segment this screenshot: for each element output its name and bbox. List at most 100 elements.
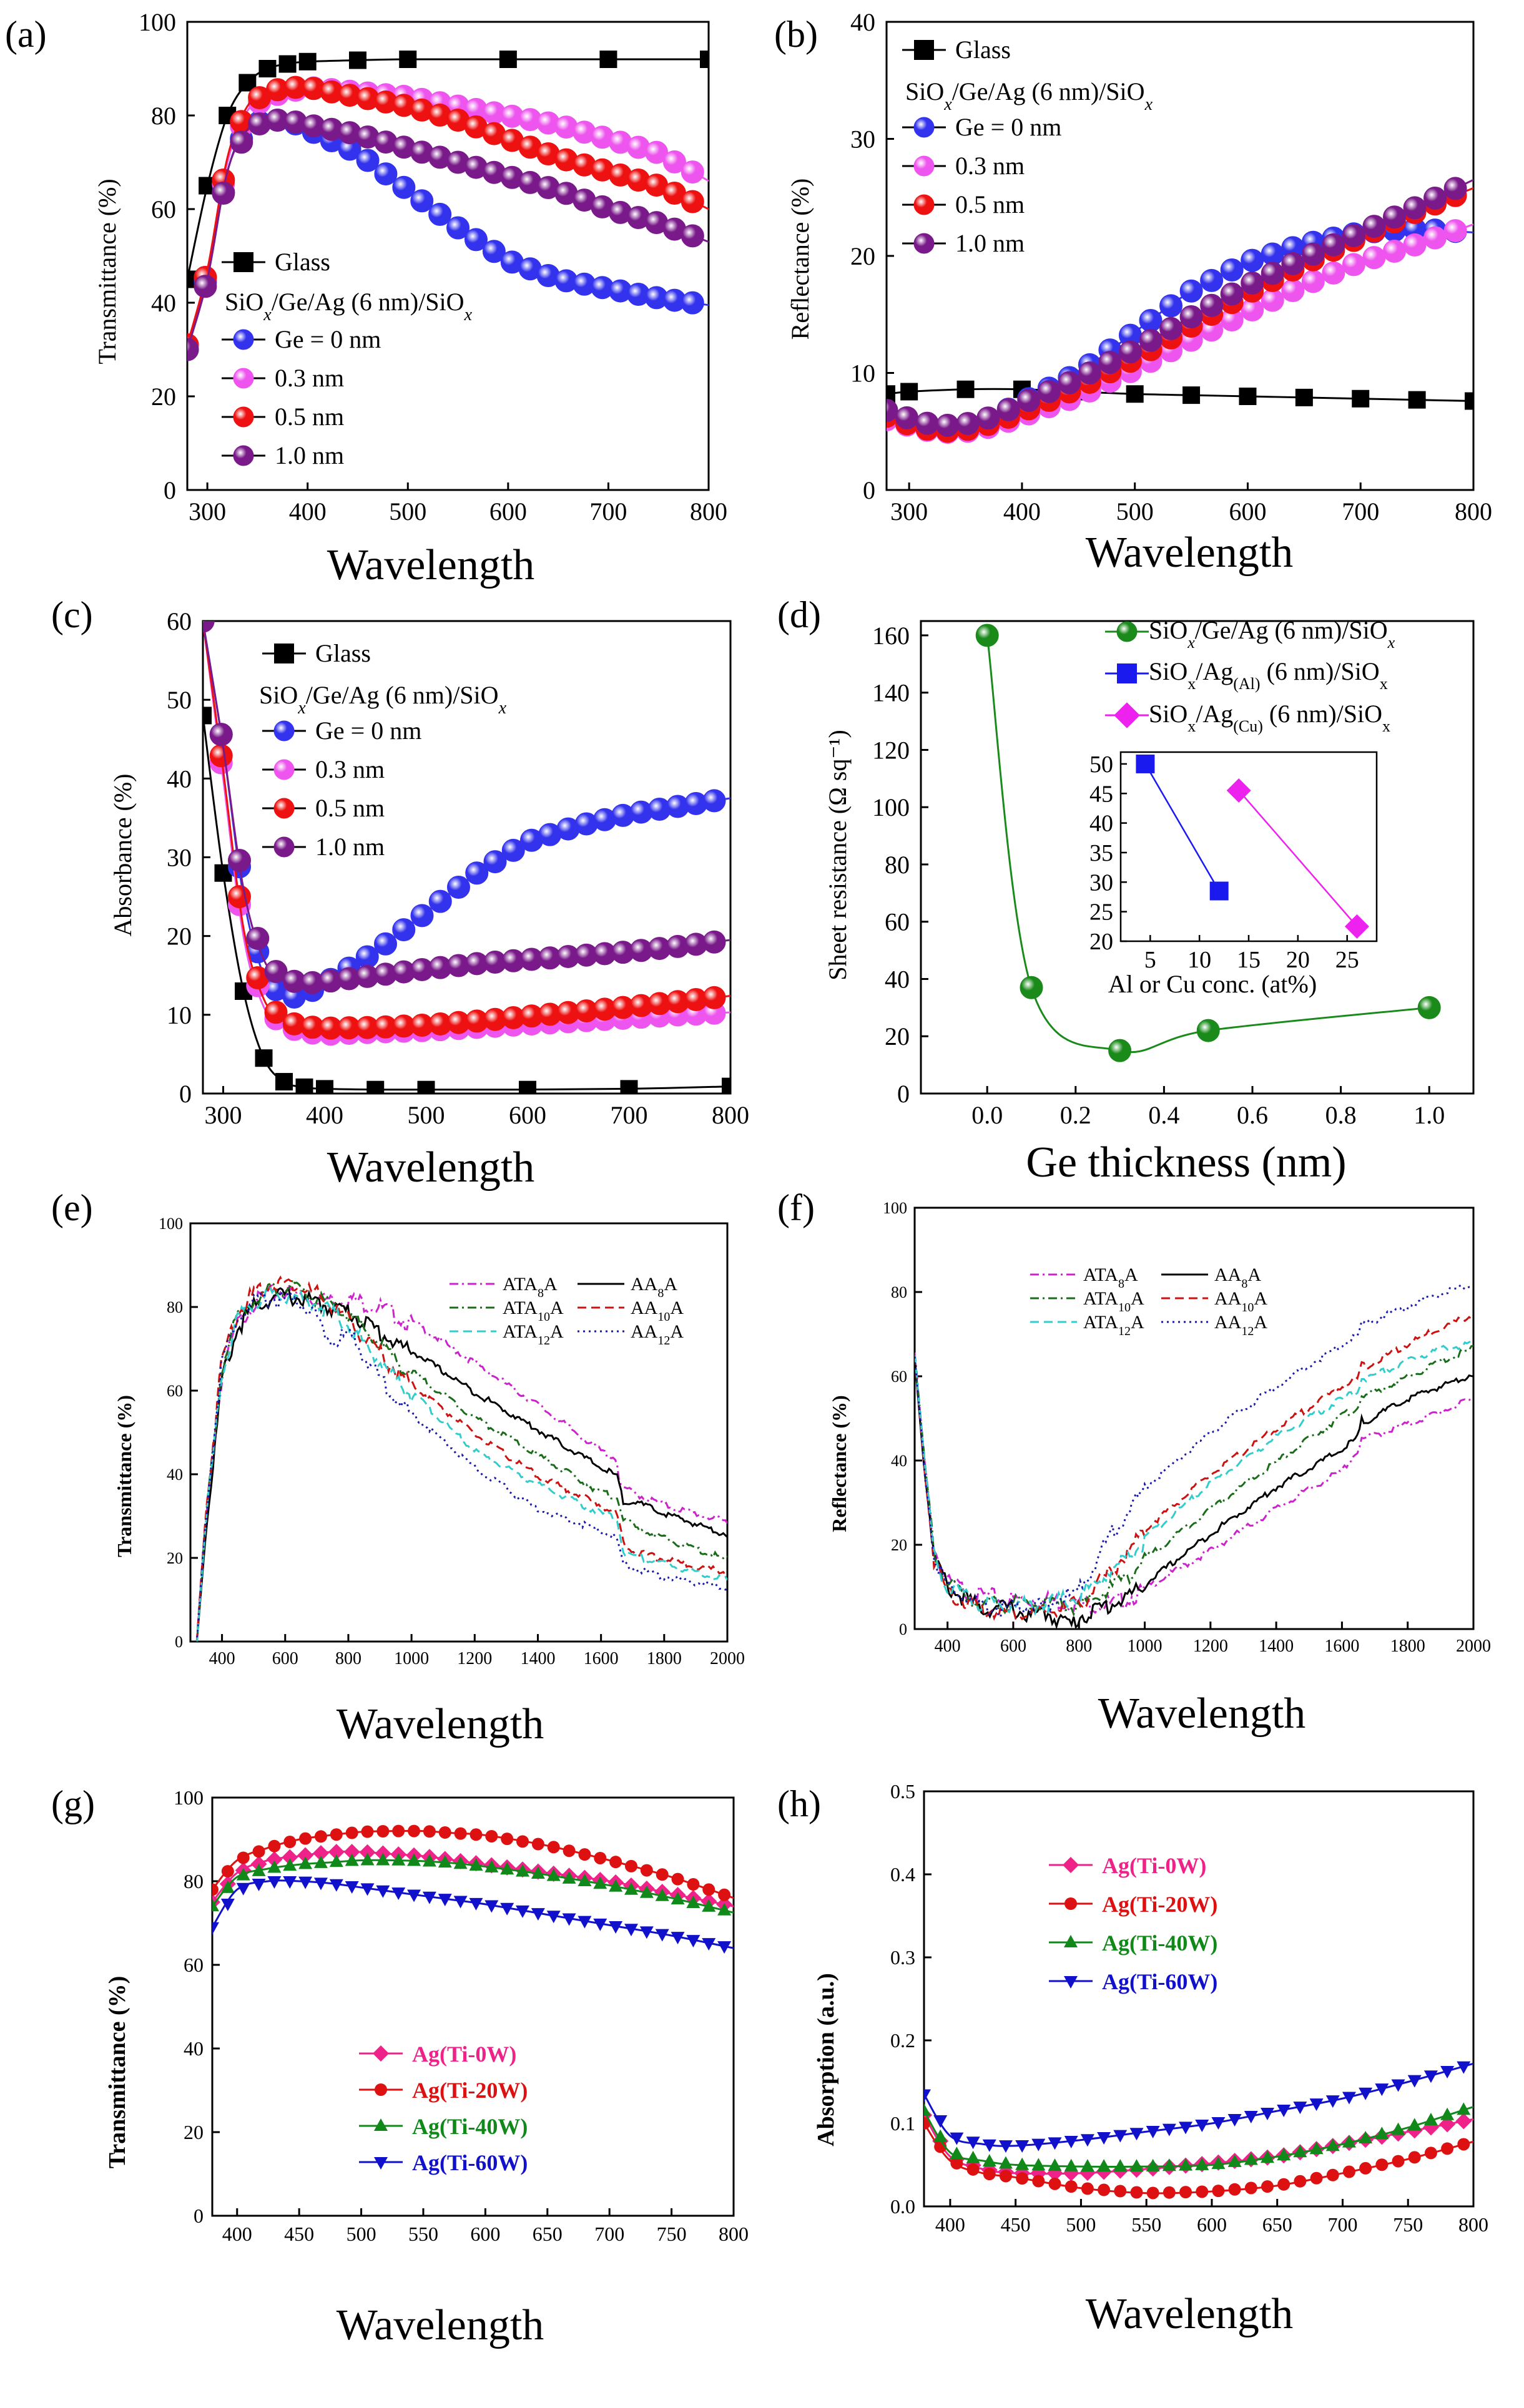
- y-tick-label-a-4: 80: [151, 102, 176, 130]
- data-point-g-2-2: [236, 1867, 250, 1881]
- y-tick-label-d-4: 80: [885, 851, 910, 879]
- data-point-g-2-15: [438, 1855, 452, 1868]
- data-point-h-1-12: [1114, 2185, 1127, 2198]
- data-point-g-2-20: [516, 1864, 530, 1877]
- y-tick-label-e-1: 20: [167, 1549, 183, 1567]
- data-point-g-1-2: [237, 1851, 250, 1864]
- x-tick-label-e-3: 1000: [394, 1649, 429, 1668]
- data-point-b-1-18: [1241, 248, 1264, 272]
- data-point-h-1-21: [1261, 2180, 1274, 2193]
- data-point-c-1-15: [465, 861, 489, 885]
- y-tick-label-b-1: 10: [850, 360, 875, 388]
- data-point-b-0-7: [1239, 388, 1257, 405]
- legend-g: Ag(Ti-0W) Ag(Ti-20W) Ag(Ti-40W) Ag(Ti-60W): [359, 2042, 528, 2175]
- data-point-b-2-27: [1423, 226, 1447, 250]
- x-tick-label-a-5: 800: [690, 497, 727, 526]
- series-f-4: [915, 1340, 1473, 1617]
- series-line-c-0: [203, 715, 730, 1091]
- data-point-b-4-11: [1098, 351, 1122, 374]
- data-point-h-2-0: [924, 2103, 931, 2117]
- data-point-g-1-20: [516, 1835, 529, 1848]
- x-tick-label-c-4: 700: [611, 1101, 648, 1129]
- data-point-a-4-1: [194, 275, 217, 298]
- data-point-a-4-28: [681, 224, 704, 248]
- data-point-h-3-31: [1423, 2070, 1438, 2083]
- y-tick-label-f-0: 0: [899, 1620, 907, 1638]
- data-point-h-1-25: [1326, 2168, 1339, 2181]
- data-point-b-0-0: [887, 385, 895, 403]
- data-point-a-2-26: [645, 140, 668, 164]
- data-point-b-4-13: [1139, 328, 1163, 352]
- panel-label-c: (c): [51, 594, 93, 635]
- legend-label-c-1: Ge = 0 nm: [315, 717, 421, 745]
- series-line-e-2: [196, 1277, 727, 1642]
- data-point-g-3-5: [283, 1876, 297, 1889]
- data-point-g-2-30: [671, 1892, 685, 1905]
- data-point-b-4-18: [1241, 271, 1264, 295]
- data-point-d-0-2: [1108, 1039, 1132, 1062]
- x-tick-label-b-3: 600: [1229, 497, 1266, 526]
- data-point-h-2-17: [1195, 2157, 1209, 2170]
- data-point-h-1-30: [1408, 2151, 1421, 2164]
- data-point-h-2-14: [1146, 2158, 1160, 2171]
- y-tick-label-a-5: 100: [139, 8, 176, 36]
- x-tick-label-d-2: 0.4: [1148, 1101, 1179, 1129]
- series-h-1: [924, 2117, 1473, 2200]
- data-point-h-3-11: [1097, 2131, 1111, 2145]
- inset-x-tick-label-3: 20: [1286, 947, 1310, 973]
- data-point-a-0-4: [258, 60, 277, 77]
- data-point-h-1-29: [1392, 2155, 1405, 2168]
- series-f-0: [915, 1353, 1473, 1615]
- data-point-b-4-6: [996, 398, 1020, 421]
- data-point-b-4-19: [1261, 262, 1284, 285]
- inset-y-tick-label-5: 45: [1089, 781, 1113, 807]
- legend-c: Glass Ge = 0 nm 0.3 nm 0.5 nm 1.0 nm: [262, 639, 421, 861]
- data-point-h-2-32: [1440, 2107, 1455, 2120]
- series-line-e-5: [195, 1288, 727, 1642]
- legend-marker-g-0: [373, 2045, 389, 2062]
- data-point-h-1-6: [1016, 2172, 1029, 2185]
- data-point-g-2-16: [453, 1856, 468, 1869]
- data-point-h-1-3: [966, 2163, 980, 2176]
- data-point-g-0-8: [328, 1844, 345, 1861]
- data-point-g-3-21: [531, 1908, 545, 1921]
- data-point-g-2-25: [593, 1876, 607, 1889]
- y-tick-label-e-3: 60: [167, 1382, 183, 1400]
- series-f-5: [915, 1284, 1473, 1620]
- plot-area-a: [187, 51, 709, 361]
- data-point-g-3-32: [702, 1938, 716, 1951]
- data-point-h-3-20: [1244, 2111, 1258, 2124]
- legend-label-h-2: Ag(Ti-40W): [1102, 1931, 1217, 1955]
- data-point-h-3-17: [1195, 2119, 1209, 2132]
- inset-series-line-1: [1238, 790, 1358, 927]
- data-point-g-3-8: [329, 1879, 343, 1892]
- plot-frame-h: [923, 1790, 1475, 2208]
- data-point-b-0-8: [1295, 388, 1313, 406]
- data-point-h-3-3: [966, 2136, 980, 2150]
- series-b-4: [887, 177, 1473, 437]
- data-point-g-0-5: [282, 1849, 298, 1866]
- data-point-a-1-15: [446, 216, 470, 240]
- data-point-g-2-13: [407, 1853, 421, 1866]
- legend-marker-c-2: [273, 759, 295, 780]
- data-point-b-2-23: [1342, 253, 1365, 277]
- data-point-h-2-12: [1113, 2159, 1128, 2172]
- y-tick-label-c-4: 40: [167, 765, 192, 793]
- data-point-c-1-13: [428, 889, 452, 913]
- x-tick-label-f-5: 1400: [1259, 1637, 1294, 1656]
- data-point-h-3-15: [1162, 2123, 1176, 2136]
- plot-area-g: [212, 1824, 734, 1954]
- x-tick-label-h-2: 500: [1066, 2213, 1096, 2236]
- legend-marker-h-0: [1063, 1857, 1079, 1873]
- y-axis-title-a: Transmittance (%): [93, 179, 121, 364]
- data-point-b-1-16: [1200, 268, 1224, 292]
- x-tick-label-e-8: 2000: [710, 1649, 745, 1668]
- chart-h: 0.0 0.1 0.2 0.3 0.4 0.5 400 450 500 550 600 650 700 7…: [890, 1780, 1488, 2236]
- data-point-g-0-6: [297, 1847, 314, 1864]
- legend-marker-a-3: [233, 406, 254, 428]
- series-h-3: [924, 2061, 1473, 2153]
- data-point-h-3-16: [1179, 2122, 1193, 2135]
- data-point-h-2-1: [933, 2129, 948, 2142]
- series-a-4: [187, 109, 709, 361]
- legend-marker-h-1: [1064, 1897, 1077, 1910]
